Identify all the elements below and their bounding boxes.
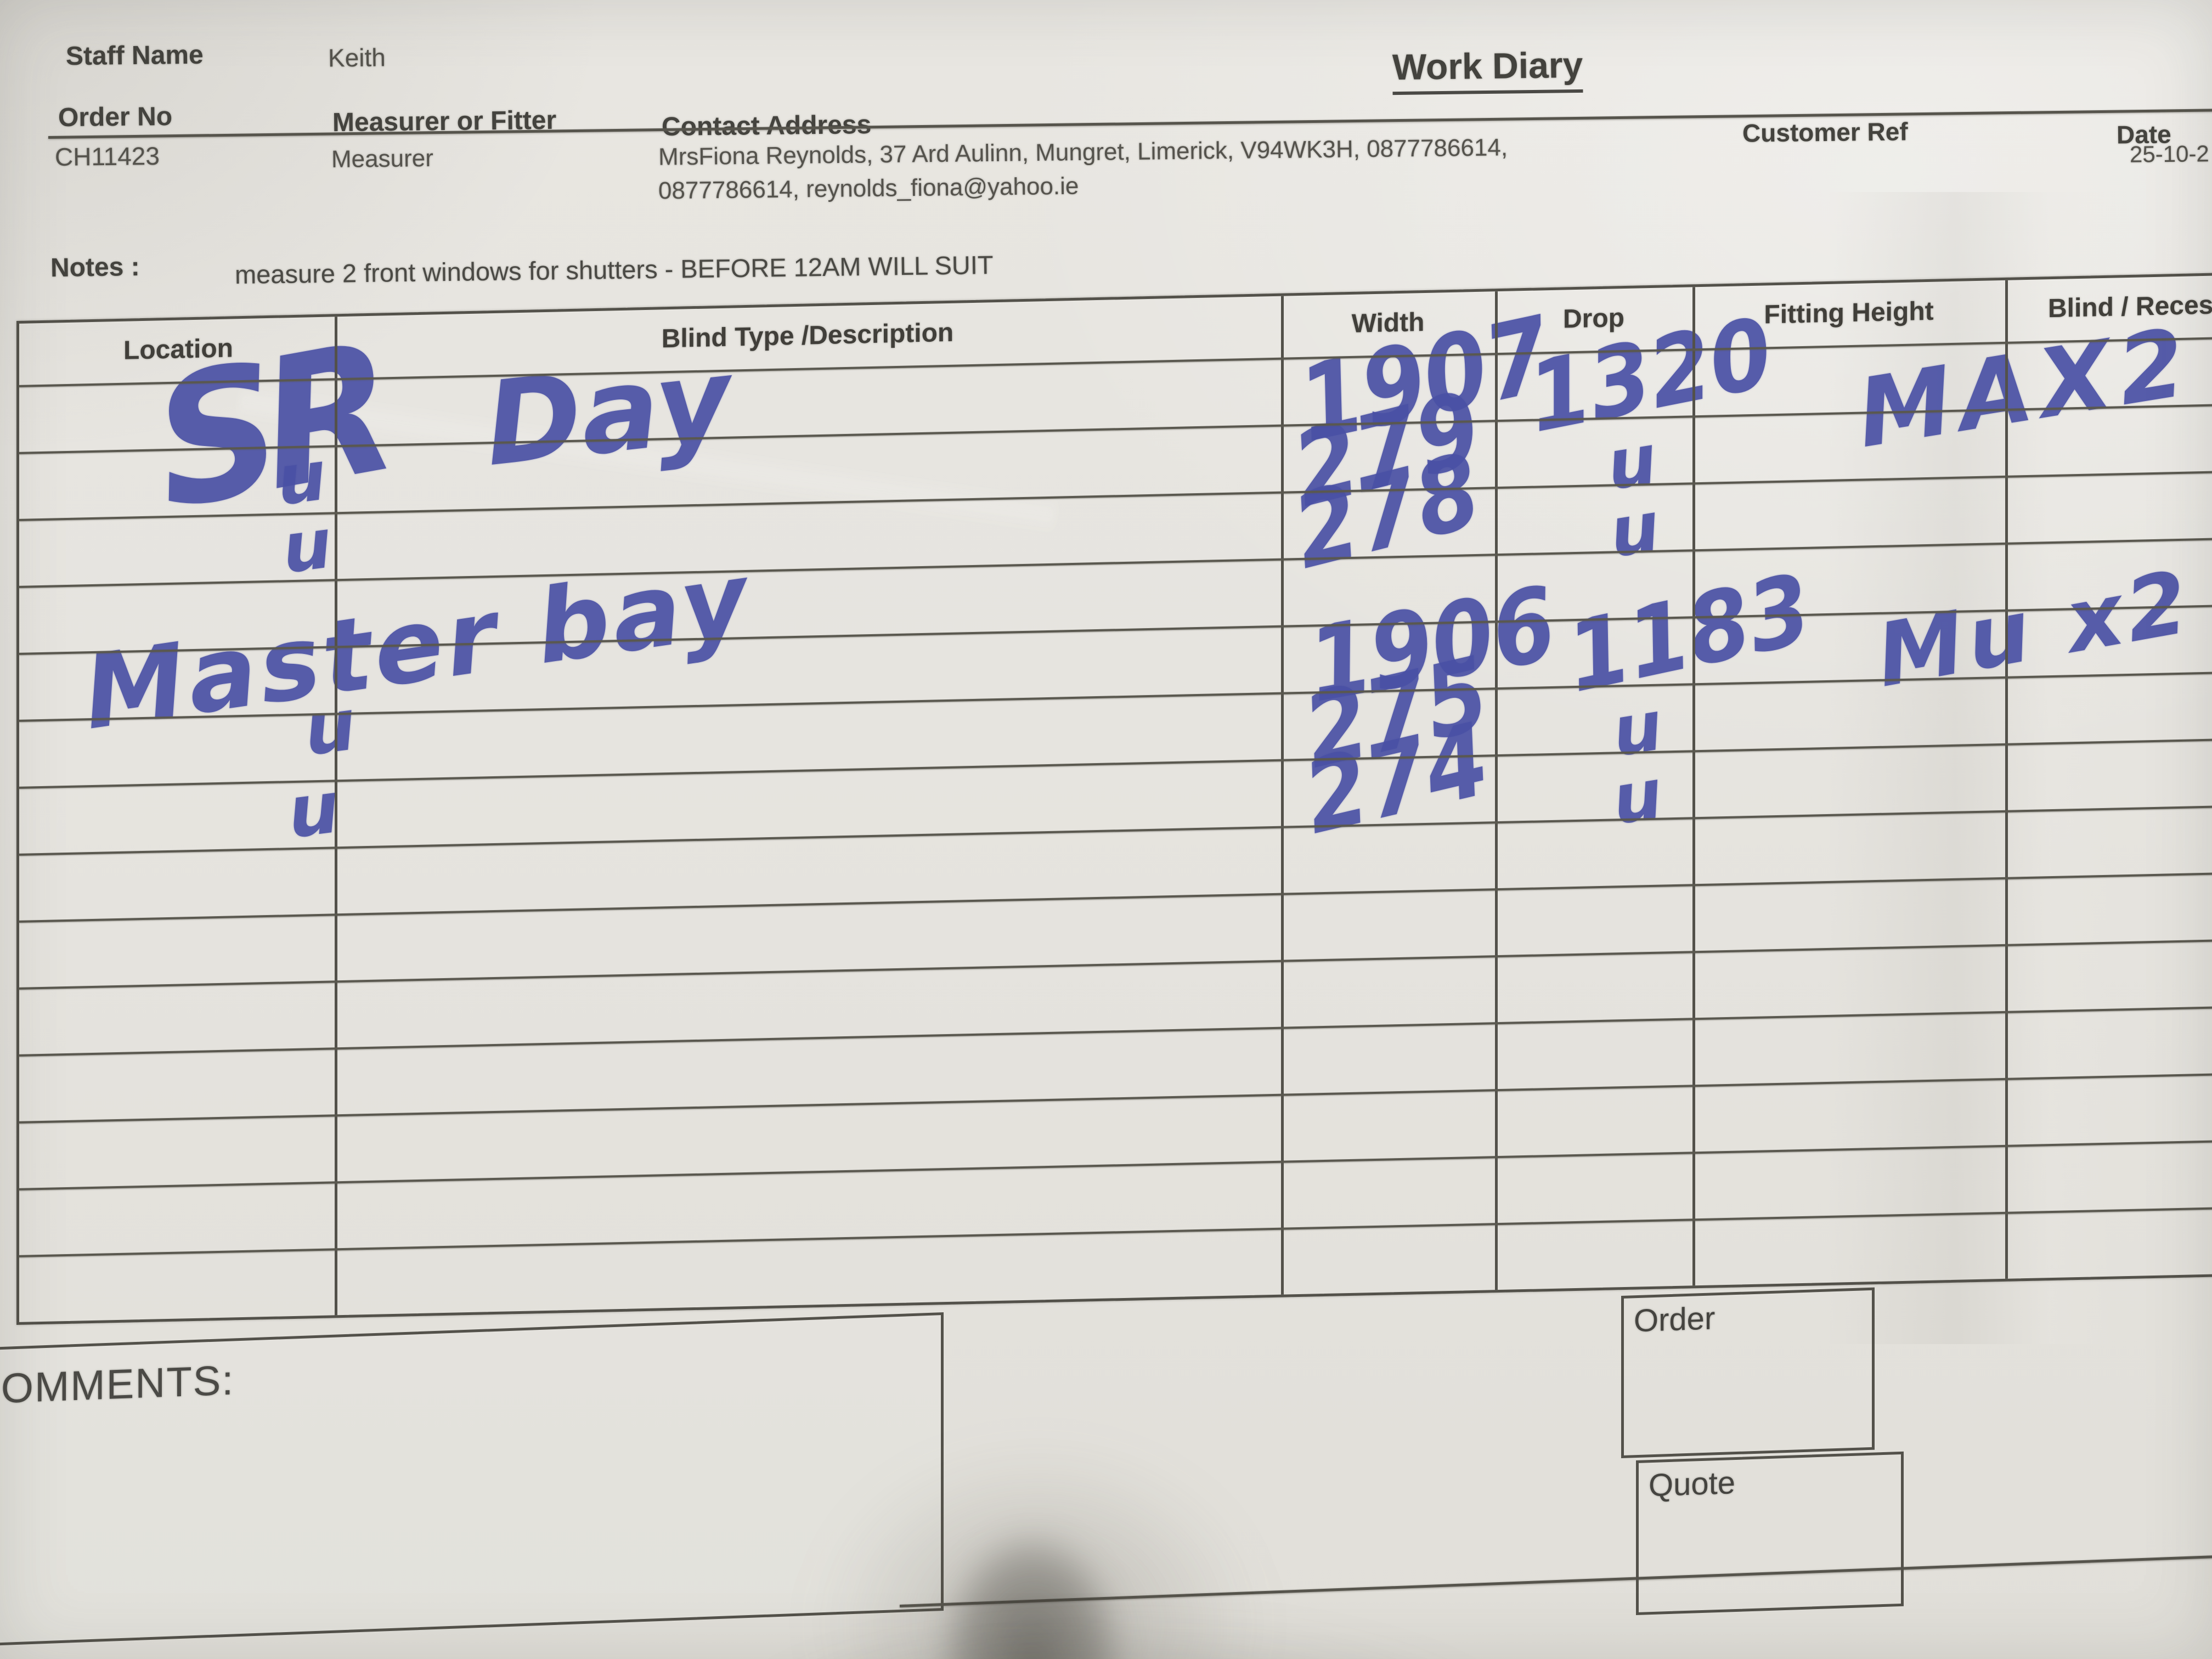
table-row-line: [19, 1139, 2212, 1190]
col-header-fitting-height: Fitting Height: [1764, 296, 1934, 330]
table-row-line: [19, 1206, 2212, 1257]
table-row-line: [19, 537, 2212, 588]
quote-box-label: Quote: [1649, 1464, 1735, 1504]
table-column-line: [335, 317, 337, 1316]
hw-location-ditto-row6: u: [300, 682, 360, 772]
hw-location-ditto-row2: u: [273, 436, 330, 521]
table-row-line: [19, 1005, 2212, 1057]
table-row-line: [19, 938, 2212, 990]
measurer-value: Measurer: [331, 145, 434, 173]
table-row-line: [19, 871, 2212, 923]
table-row-line: [19, 804, 2212, 856]
hw-location-ditto-row3: u: [278, 504, 336, 589]
order-box: Order: [1621, 1287, 1875, 1458]
hw-drop-ditto-row7: u: [1607, 754, 1667, 840]
hw-blind-type-row1: Day: [480, 331, 736, 493]
notes-text: measure 2 front windows for shutters - B…: [234, 250, 994, 290]
notes-label: Notes :: [50, 252, 140, 283]
staff-name-label: Staff Name: [65, 40, 204, 71]
contact-address-line2: 0877786614, reynolds_fiona@yahoo.ie: [658, 172, 1079, 205]
table-row-line: [19, 1072, 2212, 1124]
order-box-label: Order: [1634, 1300, 1716, 1339]
hw-location-ditto-row7: u: [284, 765, 343, 855]
comments-box: COMMENTS:: [0, 1312, 944, 1647]
quote-box: Quote: [1636, 1451, 1904, 1615]
hw-location-row1: SR: [141, 305, 394, 550]
page-bottom-rule: [899, 1551, 2212, 1607]
order-no-value: CH11423: [54, 142, 160, 171]
hw-drop-ditto-row3: u: [1605, 487, 1664, 573]
order-no-label: Order No: [58, 101, 173, 133]
measurement-table: Location Blind Type /Description Width D…: [16, 272, 2212, 1325]
comments-label: COMMENTS:: [0, 1357, 235, 1414]
table-column-line: [1495, 291, 1498, 1290]
table-column-line: [2005, 280, 2008, 1279]
page-title: Work Diary: [1392, 44, 1583, 95]
staff-name-value: Keith: [328, 43, 386, 72]
date-value: 25-10-2: [2129, 140, 2210, 167]
table-column-line: [1281, 296, 1284, 1295]
customer-ref-label: Customer Ref: [1742, 117, 1908, 148]
table-column-line: [1692, 287, 1695, 1286]
